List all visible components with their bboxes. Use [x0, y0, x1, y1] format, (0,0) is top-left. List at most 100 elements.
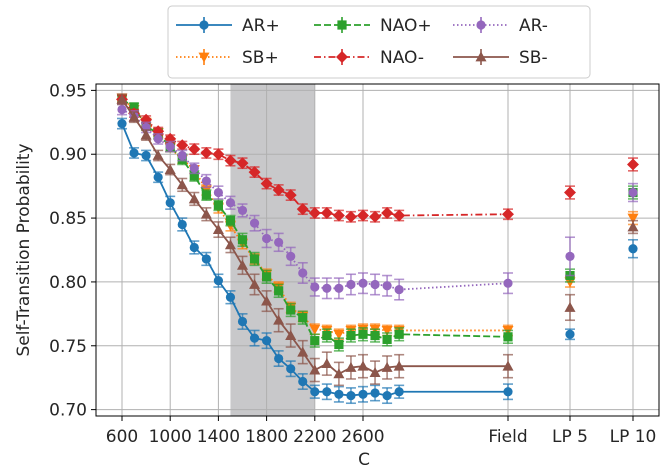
data-point — [298, 313, 308, 323]
data-point — [129, 102, 139, 112]
data-point — [565, 251, 575, 261]
data-point — [503, 332, 513, 342]
data-point — [249, 218, 260, 228]
x-tick-label: 600 — [106, 427, 138, 447]
data-point — [260, 177, 273, 190]
legend-label: SB+ — [242, 48, 279, 68]
data-point — [565, 329, 575, 339]
data-point — [309, 324, 321, 335]
data-point — [357, 209, 369, 222]
data-point — [141, 150, 151, 161]
data-point — [346, 330, 356, 341]
x-tick-label: 2600 — [341, 427, 384, 447]
data-point — [200, 208, 212, 219]
data-point — [236, 157, 249, 170]
legend: AR+ SB+ NAO+ NAO- AR- SB- — [167, 5, 591, 79]
legend-label: SB- — [519, 48, 548, 68]
data-point — [262, 336, 272, 346]
data-point — [201, 190, 211, 200]
data-point — [298, 268, 308, 278]
data-point — [224, 239, 236, 250]
x-tick-label: 1000 — [149, 427, 192, 447]
data-point — [310, 336, 320, 346]
data-point — [176, 179, 188, 190]
data-point — [503, 387, 513, 397]
data-point — [189, 171, 199, 181]
data-point — [177, 150, 187, 161]
data-point — [370, 388, 380, 398]
data-point — [297, 346, 309, 357]
y-tick-label: 0.70 — [49, 401, 87, 421]
data-point — [358, 389, 368, 399]
data-point — [298, 376, 308, 387]
data-point — [322, 330, 332, 341]
data-point — [153, 134, 163, 144]
data-point — [272, 184, 285, 196]
x-tick-label: 1400 — [197, 427, 240, 447]
data-point — [382, 334, 392, 344]
data-point — [176, 139, 189, 152]
x-tick-label: LP 10 — [610, 427, 657, 447]
data-point — [381, 326, 393, 336]
data-point — [309, 364, 321, 375]
data-point — [322, 387, 332, 397]
data-point — [212, 148, 225, 161]
data-point — [188, 143, 201, 156]
y-tick-label: 0.80 — [49, 273, 87, 293]
data-point — [345, 361, 357, 372]
x-tick-label: LP 5 — [552, 427, 588, 447]
data-point — [320, 206, 333, 219]
data-point — [393, 209, 406, 222]
data-point — [128, 111, 140, 122]
data-point — [394, 284, 404, 295]
plot-frame — [95, 83, 660, 417]
data-point — [628, 244, 638, 254]
data-point — [322, 283, 332, 293]
data-point — [212, 224, 224, 234]
data-point — [237, 235, 248, 245]
data-point — [502, 208, 514, 221]
data-point — [261, 295, 273, 306]
data-point — [334, 283, 344, 293]
data-point — [285, 330, 297, 340]
legend-label: AR+ — [242, 16, 280, 36]
data-point — [370, 330, 380, 341]
data-point — [189, 163, 199, 173]
data-point — [344, 210, 357, 223]
x-tick-label: Field — [488, 427, 527, 447]
data-point — [165, 198, 175, 208]
data-point — [332, 209, 345, 222]
data-point — [286, 305, 296, 315]
data-point — [213, 200, 223, 210]
data-point — [564, 186, 576, 199]
data-point — [116, 93, 128, 104]
data-point — [358, 278, 368, 288]
data-point — [321, 358, 333, 369]
data-point — [357, 360, 369, 371]
data-point — [369, 367, 381, 378]
y-tick-label: 0.90 — [49, 145, 87, 165]
y-tick-label: 0.95 — [49, 81, 87, 101]
data-point — [262, 272, 272, 282]
data-point — [296, 203, 309, 216]
data-point — [274, 286, 284, 296]
legend-label: NAO+ — [380, 16, 432, 36]
data-point — [381, 206, 394, 219]
data-point — [200, 146, 213, 159]
data-point — [164, 164, 176, 174]
data-point — [627, 158, 639, 171]
legend-marker — [336, 51, 348, 63]
data-point — [249, 278, 261, 289]
data-point — [382, 281, 392, 291]
data-point — [369, 210, 382, 223]
legend-label: NAO- — [380, 48, 424, 68]
data-point — [129, 148, 139, 158]
data-point — [189, 242, 199, 253]
data-point — [165, 141, 175, 152]
legend-marker — [199, 20, 209, 30]
data-point — [334, 339, 344, 350]
shaded-region — [230, 84, 315, 416]
data-point — [188, 193, 200, 204]
data-point — [627, 221, 639, 232]
